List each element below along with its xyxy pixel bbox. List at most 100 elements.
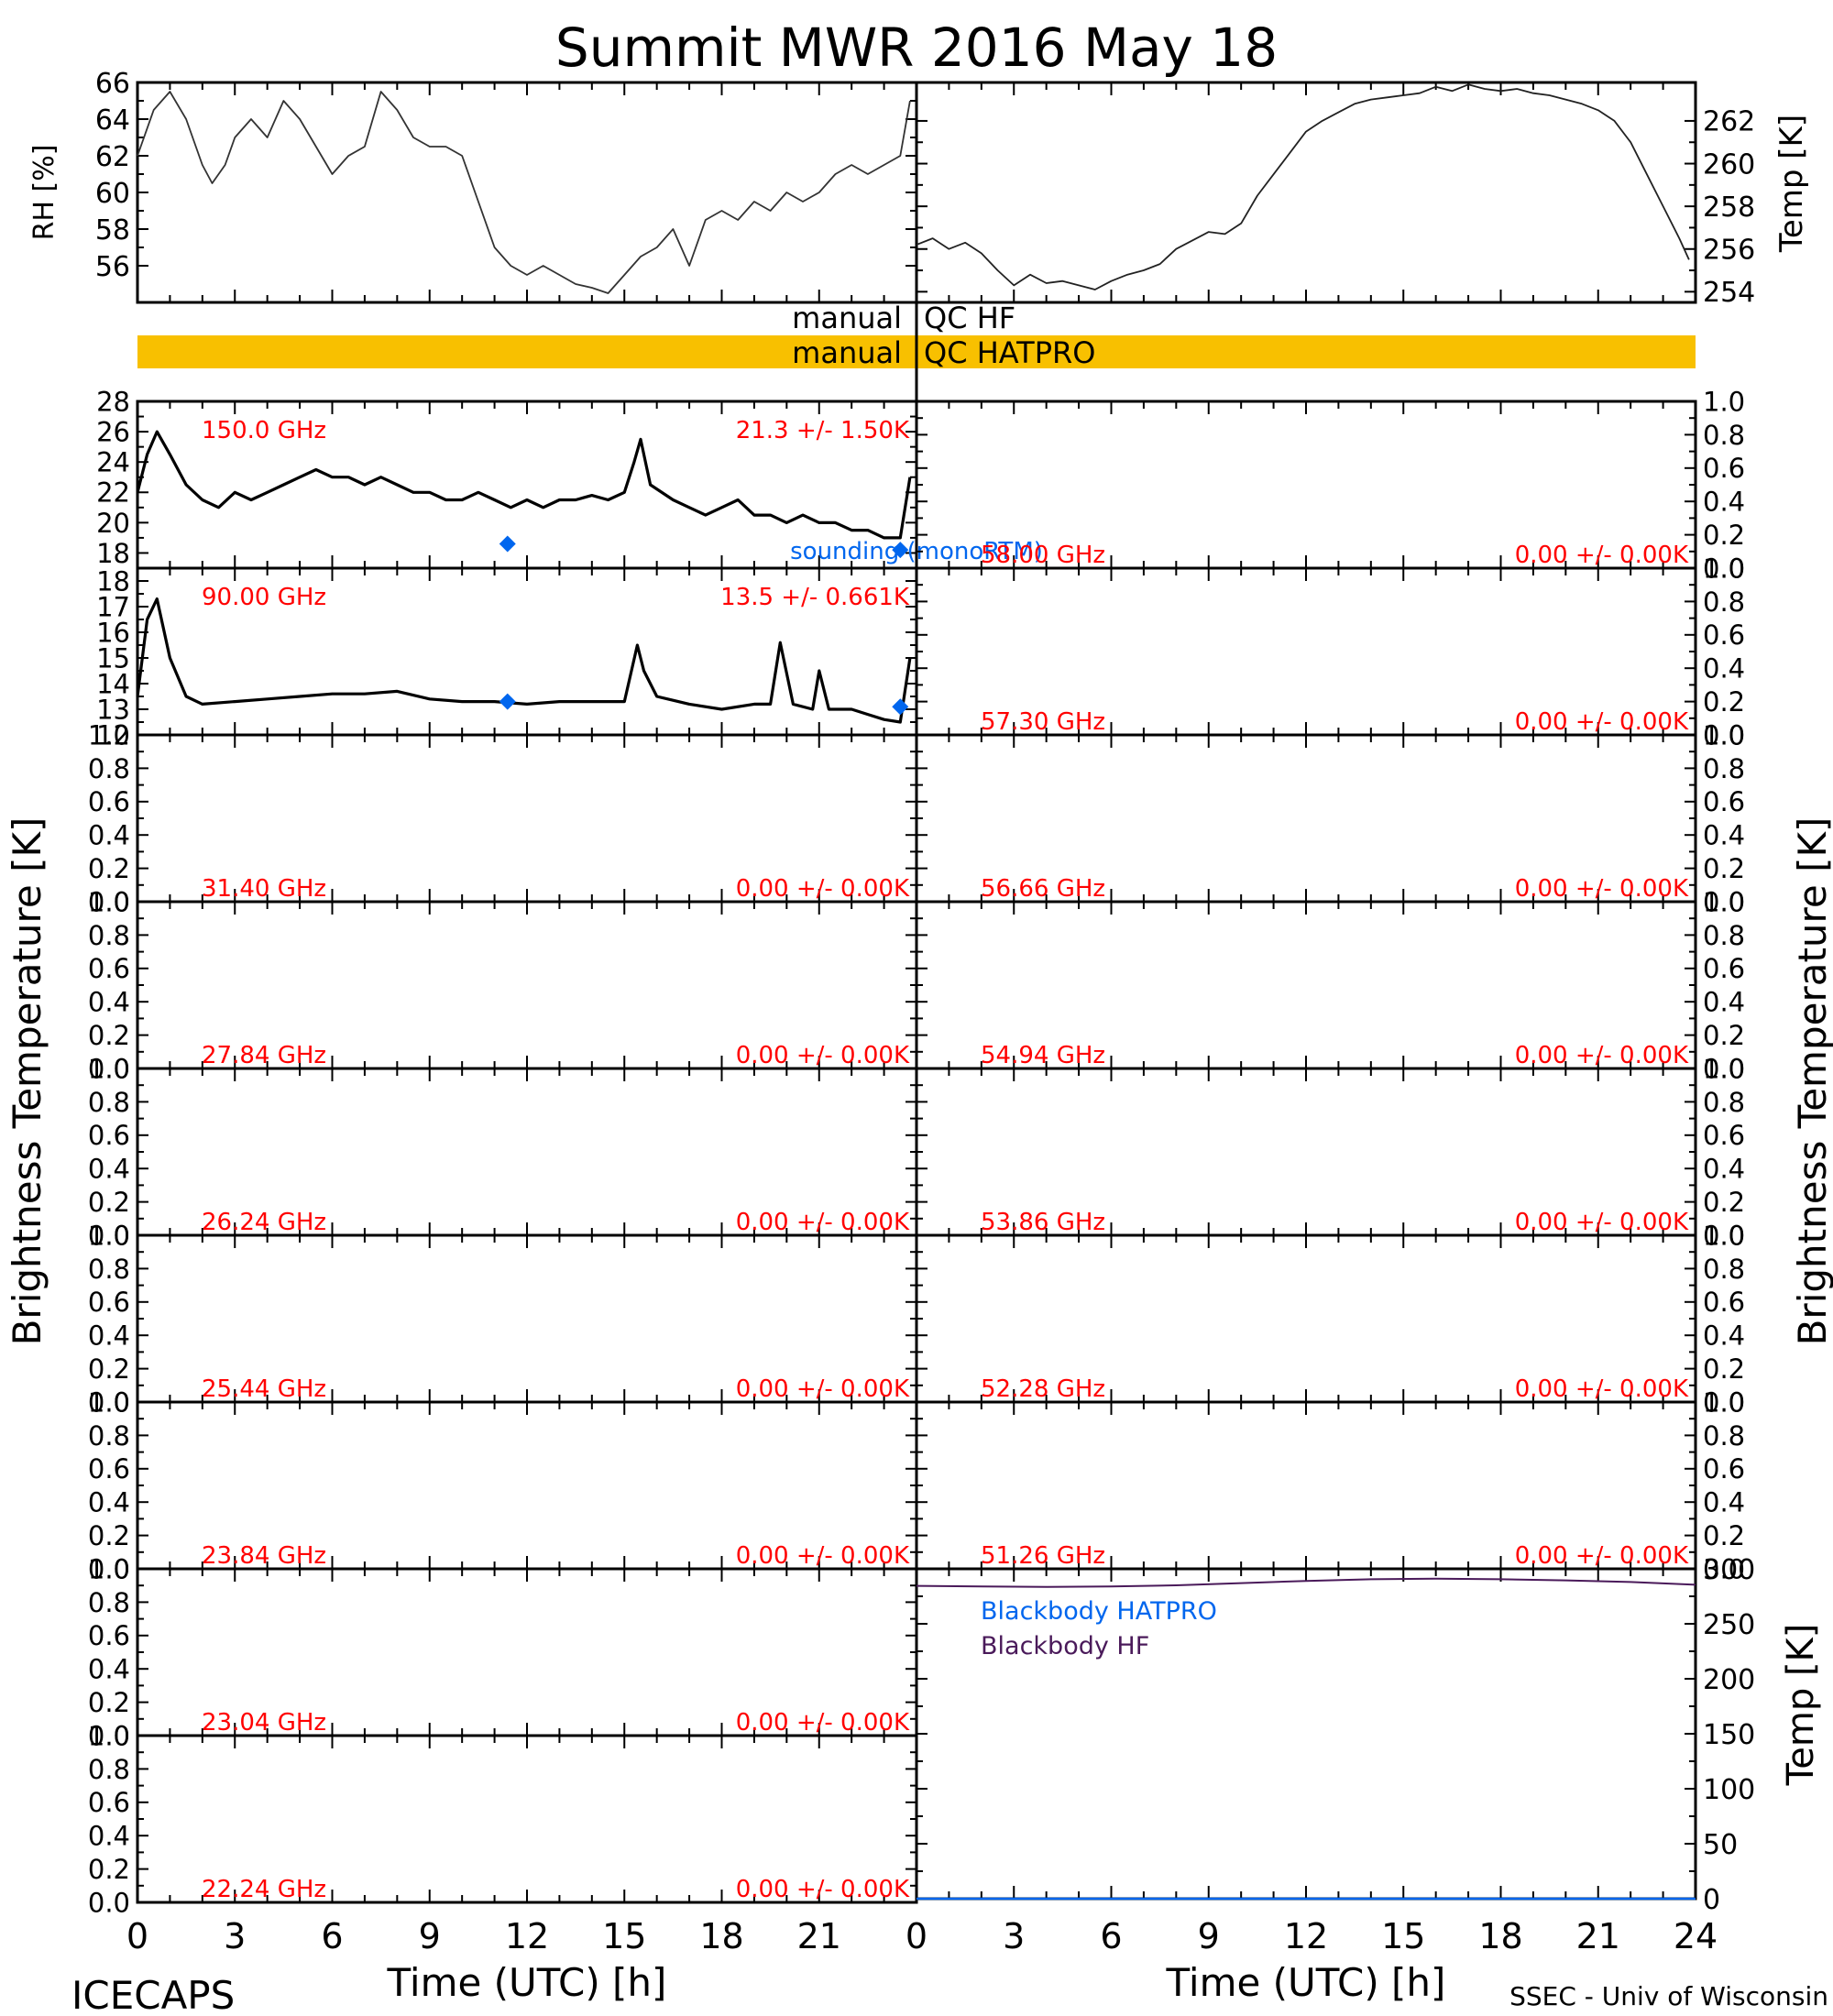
panel-temperature: 254 256 258 260 262 Temp [K] (915, 81, 1810, 309)
y-tick-label: 0.2 (1703, 1187, 1745, 1218)
y-tick-label: 0.8 (88, 753, 130, 784)
freq-label: 52.28 GHz (981, 1375, 1105, 1403)
x-tick-label-right: 3 (1003, 1916, 1025, 1956)
y-tick-label: 0.4 (88, 1821, 130, 1852)
x-tick-label-right: 18 (1478, 1916, 1522, 1956)
ylabel-right-brightness: Brightness Temperature [K] (1790, 817, 1833, 1346)
stat-label: 0.00 +/- 0.00K (1515, 1542, 1689, 1570)
y-tick-label: 0.6 (1703, 453, 1745, 484)
y-tick-label: 60 (95, 178, 130, 210)
y-tick-label: 64 (95, 104, 130, 137)
y-tick-label: 1.0 (88, 1053, 130, 1084)
bb-axis-label: Temp [K] (1780, 1624, 1822, 1787)
y-tick-label: 0.6 (1703, 953, 1745, 984)
rh-ticks: 56 58 60 62 64 66 (95, 68, 917, 302)
freq-label: 57.30 GHz (981, 708, 1105, 736)
y-tick-label: 0.8 (1703, 586, 1745, 618)
y-tick-label: 14 (96, 668, 130, 699)
y-tick-label: 0.4 (1703, 1487, 1745, 1518)
temp-axis-label: Temp [K] (1773, 115, 1810, 253)
y-tick-label: 1.0 (88, 1720, 130, 1751)
panel-tb-31.40: 0.00.20.40.60.81.031.40 GHz 0.00 +/- 0.00… (88, 719, 918, 917)
y-tick-label: 1.0 (88, 886, 130, 917)
stat-label: 0.00 +/- 0.00K (736, 1042, 910, 1069)
y-tick-label: 0.4 (88, 820, 130, 851)
y-tick-label: 17 (96, 591, 130, 622)
y-tick-label: 0.8 (1703, 1420, 1745, 1452)
y-tick-label: 258 (1703, 192, 1755, 224)
stat-label: 0.00 +/- 0.00K (1515, 1209, 1689, 1236)
y-tick-label: 0.2 (88, 1687, 130, 1718)
freq-label: 22.24 GHz (202, 1876, 326, 1903)
y-tick-label: 0.0 (1703, 886, 1745, 917)
y-tick-label: 0.0 (1703, 719, 1745, 751)
y-tick-label: 12 (96, 719, 130, 751)
rh-series (137, 91, 911, 294)
y-tick-label: 0.8 (88, 1254, 130, 1285)
sounding-marker (892, 542, 909, 559)
y-tick-label: 0.6 (1703, 619, 1745, 651)
y-tick-label: 0.2 (1703, 1020, 1745, 1051)
y-tick-label: 0.6 (1703, 1120, 1745, 1151)
y-tick-label: 24 (96, 447, 130, 478)
sounding-marker (499, 693, 516, 710)
y-tick-label: 300 (1703, 1554, 1755, 1586)
panel-tb-56.66: 0.00.20.40.60.81.056.66 GHz 0.00 +/- 0.00… (915, 719, 1745, 917)
sounding-marker (892, 698, 909, 716)
qc-hf-left-label: manual (792, 301, 902, 335)
freq-label: 53.86 GHz (981, 1209, 1105, 1236)
freq-label: 56.66 GHz (981, 875, 1105, 903)
y-tick-label: 1.0 (88, 719, 130, 751)
y-tick-label: 16 (96, 617, 130, 648)
y-tick-label: 0.2 (88, 1020, 130, 1051)
stat-label: 0.00 +/- 0.00K (1515, 875, 1689, 903)
y-tick-label: 1.0 (88, 1553, 130, 1584)
x-tick-label-left: 21 (797, 1916, 841, 1956)
x-tick-label-right: 21 (1576, 1916, 1620, 1956)
y-tick-label: 0.6 (88, 1287, 130, 1318)
x-tick-label-right: 15 (1381, 1916, 1425, 1956)
x-tick-label-left: 6 (321, 1916, 343, 1956)
temp-line (916, 83, 1690, 290)
y-tick-label: 18 (96, 538, 130, 569)
y-tick-label: 0.8 (88, 1087, 130, 1118)
x-tick-label-left: 18 (699, 1916, 743, 1956)
bb-series (916, 1577, 1696, 1901)
x-tick-label-left: 9 (419, 1916, 441, 1956)
y-tick-label: 256 (1703, 235, 1755, 267)
y-tick-label: 254 (1703, 277, 1755, 309)
y-tick-label: 0.4 (88, 1320, 130, 1352)
panel-tb-51.26: 0.00.20.40.60.81.051.26 GHz 0.00 +/- 0.00… (915, 1386, 1745, 1584)
y-tick-label: 262 (1703, 106, 1755, 138)
y-tick-label: 0.0 (1703, 1553, 1745, 1584)
y-tick-label: 1.0 (1703, 1386, 1745, 1418)
tb-panels-right: 0.00.20.40.60.81.058.00 GHz 0.00 +/- 0.00… (915, 386, 1745, 1584)
y-tick-label: 28 (96, 386, 130, 417)
xlabel-right: Time (UTC) [h] (1166, 1960, 1446, 2005)
y-tick-label: 0.0 (1703, 1053, 1745, 1084)
qc-hf-right-label: QC HF (924, 301, 1015, 335)
x-tick-label-right: 0 (906, 1916, 927, 1956)
panel-tb-58.00: 0.00.20.40.60.81.058.00 GHz 0.00 +/- 0.00… (915, 386, 1745, 584)
y-tick-label: 250 (1703, 1609, 1755, 1641)
y-tick-label: 0.0 (1703, 1220, 1745, 1251)
y-tick-label: 0.0 (1703, 553, 1745, 584)
freq-label: 31.40 GHz (202, 875, 326, 903)
stat-label: 13.5 +/- 0.661K (720, 584, 910, 611)
y-tick-label: 0.6 (88, 1453, 130, 1485)
y-tick-label: 0.6 (88, 786, 130, 817)
footer-right: SSEC - Univ of Wisconsin (1509, 1981, 1828, 2011)
y-tick-label: 0.4 (88, 1654, 130, 1685)
panel-tb-22.24: 0.00.20.40.60.81.022.24 GHz 0.00 +/- 0.00… (88, 1720, 918, 1918)
y-tick-label: 0.8 (88, 1754, 130, 1785)
y-tick-label: 150 (1703, 1719, 1755, 1751)
panel-relative-humidity: 56 58 60 62 64 66 RH [%] (28, 68, 918, 304)
y-tick-label: 0.4 (88, 1487, 130, 1518)
figure-title: Summit MWR 2016 May 18 (555, 16, 1278, 79)
qc-hatpro-left-label: manual (792, 335, 902, 370)
y-tick-label: 0.0 (88, 1553, 130, 1584)
stat-label: 0.00 +/- 0.00K (736, 1876, 910, 1903)
x-tick-label-left: 3 (224, 1916, 246, 1956)
x-tick-label-right: 6 (1100, 1916, 1122, 1956)
